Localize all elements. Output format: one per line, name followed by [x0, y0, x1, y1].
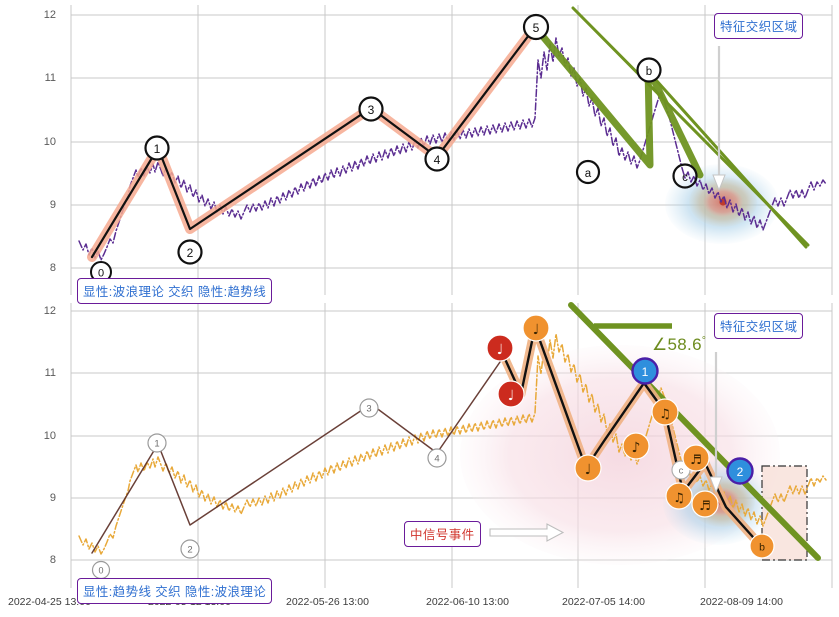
top-trendline-secondary: [645, 68, 808, 249]
bottom-event-arrow: [489, 523, 565, 542]
bottom-pointer-arrow: [709, 352, 723, 494]
top-wave-skeleton: [90, 25, 537, 259]
bottom-ytick-8: 8: [49, 554, 56, 566]
wave-marker-a: a: [575, 159, 601, 185]
note-marker-orange-3: ♪: [622, 432, 650, 460]
svg-text:♬: ♬: [690, 453, 702, 468]
angle-degree-symbol: °: [701, 335, 707, 347]
wave-marker-c: c: [672, 163, 698, 189]
top-abc-leg: [531, 23, 704, 179]
wave-marker-4: 4: [424, 146, 450, 172]
trend-point-2: 2: [726, 457, 754, 485]
wave-marker-2: 2: [177, 239, 203, 265]
svg-text:♩: ♩: [533, 322, 540, 338]
svg-text:c: c: [679, 466, 684, 477]
faint-marker-2: 2: [180, 539, 200, 559]
faint-marker-3: 3: [359, 398, 379, 418]
svg-text:1: 1: [642, 365, 649, 379]
bottom-region-tag[interactable]: 特征交织区域: [714, 313, 804, 339]
note-marker-b: b: [749, 533, 775, 559]
svg-text:♫: ♫: [673, 491, 685, 506]
wave-marker-1: 1: [144, 135, 170, 161]
bottom-ytick-12: 12: [43, 305, 56, 317]
faint-marker-1: 1: [147, 433, 167, 453]
xtick-1: 2022-04-25 13:00: [8, 596, 91, 608]
top-panel: 0 1 2 3 4: [70, 5, 833, 295]
svg-text:3: 3: [366, 404, 371, 415]
angle-value: ∠58.6: [652, 335, 702, 354]
wave-marker-3: 3: [358, 96, 384, 122]
note-marker-orange-1: ♩: [522, 314, 550, 342]
note-marker-orange-7: ♬: [691, 490, 719, 518]
svg-text:2: 2: [187, 545, 192, 556]
svg-text:3: 3: [368, 103, 375, 117]
faint-marker-0: 0: [91, 560, 111, 580]
note-marker-orange-2: ♩: [574, 454, 602, 482]
trend-point-1: 1: [631, 357, 659, 385]
note-marker-red-2: ♩: [497, 380, 525, 408]
bottom-ytick-11: 11: [44, 367, 56, 379]
bottom-trendline: [568, 302, 821, 561]
top-region-tag[interactable]: 特征交织区域: [714, 13, 804, 39]
top-ytick-10: 10: [43, 136, 56, 148]
bottom-note-markers[interactable]: ♩ ♩ ♩ ♩ ♪: [486, 314, 775, 559]
note-marker-red-1: ♩: [486, 334, 514, 362]
bottom-legend-tag[interactable]: 显性:趋势线 交织 隐性:波浪理论: [77, 578, 273, 604]
svg-text:b: b: [759, 542, 765, 554]
svg-text:♩: ♩: [585, 462, 592, 478]
svg-text:5: 5: [533, 21, 540, 35]
bottom-event-tag[interactable]: 中信号事件: [404, 521, 481, 547]
bottom-panel: 0 1 2 3 4: [70, 302, 833, 588]
bottom-ytick-10: 10: [43, 430, 56, 442]
xtick-6: 2022-08-09 14:00: [700, 596, 783, 608]
top-ytick-8: 8: [49, 262, 56, 274]
xtick-5: 2022-07-05 14:00: [562, 596, 645, 608]
svg-text:0: 0: [98, 566, 103, 576]
bottom-ytick-9: 9: [49, 492, 56, 504]
top-wave-markers: 0 1 2 3 4: [90, 13, 698, 283]
note-marker-orange-6: ♫: [665, 482, 693, 510]
svg-text:b: b: [646, 66, 652, 78]
svg-text:4: 4: [434, 153, 441, 167]
wave-marker-5: 5: [522, 13, 550, 41]
top-ytick-11: 11: [44, 72, 56, 84]
svg-text:a: a: [585, 168, 592, 180]
svg-text:1: 1: [154, 439, 159, 450]
xtick-3: 2022-05-26 13:00: [286, 596, 369, 608]
top-gridlines: [70, 5, 833, 295]
svg-text:1: 1: [154, 142, 161, 156]
angle-annotation: ∠58.6°: [652, 335, 706, 355]
xtick-4: 2022-06-10 13:00: [426, 596, 509, 608]
svg-text:♩: ♩: [497, 342, 504, 358]
top-pointer-arrow: [712, 46, 726, 192]
svg-text:2: 2: [187, 246, 194, 260]
note-marker-orange-4: ♫: [651, 398, 679, 426]
top-ytick-12: 12: [43, 9, 56, 21]
svg-text:♩: ♩: [508, 388, 515, 404]
svg-text:♫: ♫: [659, 407, 671, 422]
top-legend-tag[interactable]: 显性:波浪理论 交织 隐性:趋势线: [77, 278, 273, 304]
top-ytick-9: 9: [49, 199, 56, 211]
svg-text:4: 4: [434, 454, 439, 465]
wave-marker-b: b: [636, 57, 662, 83]
bottom-price-line: [78, 333, 827, 555]
bottom-faint-skeleton: [91, 361, 501, 554]
svg-text:♪: ♪: [632, 440, 641, 456]
svg-text:0: 0: [98, 268, 104, 280]
bottom-trend-points[interactable]: 1 2: [631, 357, 754, 485]
note-marker-orange-5: ♬: [682, 444, 710, 472]
faint-marker-4: 4: [427, 448, 447, 468]
svg-text:♬: ♬: [699, 499, 711, 514]
svg-text:2: 2: [737, 465, 744, 479]
svg-text:c: c: [682, 172, 688, 184]
